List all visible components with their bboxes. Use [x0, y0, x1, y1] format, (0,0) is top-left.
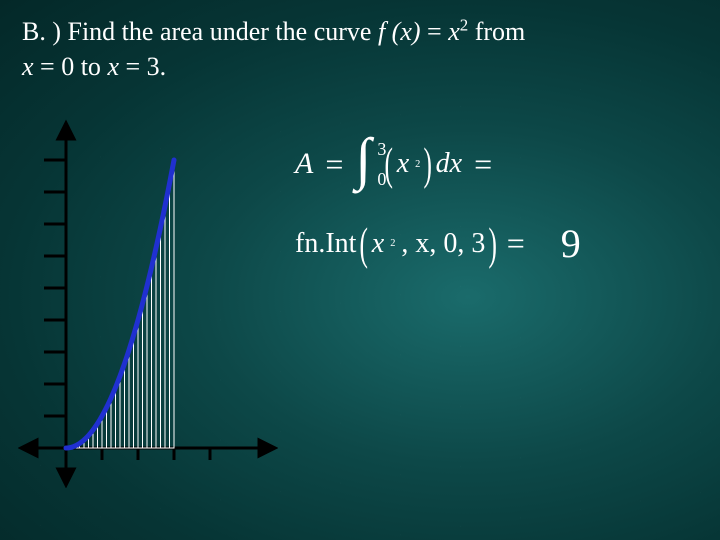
slide: B. ) Find the area under the curve f (x)…: [0, 0, 720, 540]
integral-dx: dx: [436, 148, 462, 180]
line2-a: x: [22, 52, 34, 81]
fnint-arg-base: x: [372, 228, 384, 260]
fnint-rest-args: , x, 0, 3: [401, 228, 485, 260]
math-block: A = ∫ 3 0 ( x2 ) dx = fn.Int ( x2, x, 0,…: [295, 130, 581, 267]
integral-eq2: =: [474, 146, 492, 183]
integral-expression: A = ∫ 3 0 ( x2 ) dx =: [295, 130, 581, 198]
fx-rhs-exp: 2: [460, 15, 468, 34]
integral-paren-open: (: [385, 141, 393, 187]
fx-eq: =: [427, 17, 448, 46]
fnint-label: fn.Int: [295, 228, 356, 260]
fnint-paren-open: (: [360, 221, 368, 267]
fnint-arg-exp: 2: [390, 238, 395, 249]
fx-lhs: f (x): [378, 17, 421, 46]
title-part1: B. ) Find the area under the curve: [22, 17, 378, 46]
integral-symbol: ∫ 3 0: [355, 130, 381, 198]
problem-statement: B. ) Find the area under the curve f (x)…: [22, 14, 525, 84]
fx-rhs-base: x: [448, 17, 460, 46]
integral-paren-close: ): [424, 141, 432, 187]
fnint-result: 9: [561, 220, 581, 267]
integral-A: A: [295, 147, 313, 181]
line2-c: x: [107, 52, 119, 81]
integrand-exp: 2: [415, 159, 420, 170]
fnint-eq: =: [507, 225, 525, 262]
fnint-expression: fn.Int ( x2 , x, 0, 3 ) = 9: [295, 220, 581, 267]
line2-b: = 0 to: [34, 52, 108, 81]
area-under-curve-graph: [18, 118, 278, 488]
title-part2: from: [475, 17, 526, 46]
integral-eq1: =: [325, 146, 343, 183]
line2-d: = 3.: [119, 52, 166, 81]
integrand-base: x: [397, 148, 409, 180]
fnint-paren-close: ): [489, 221, 497, 267]
